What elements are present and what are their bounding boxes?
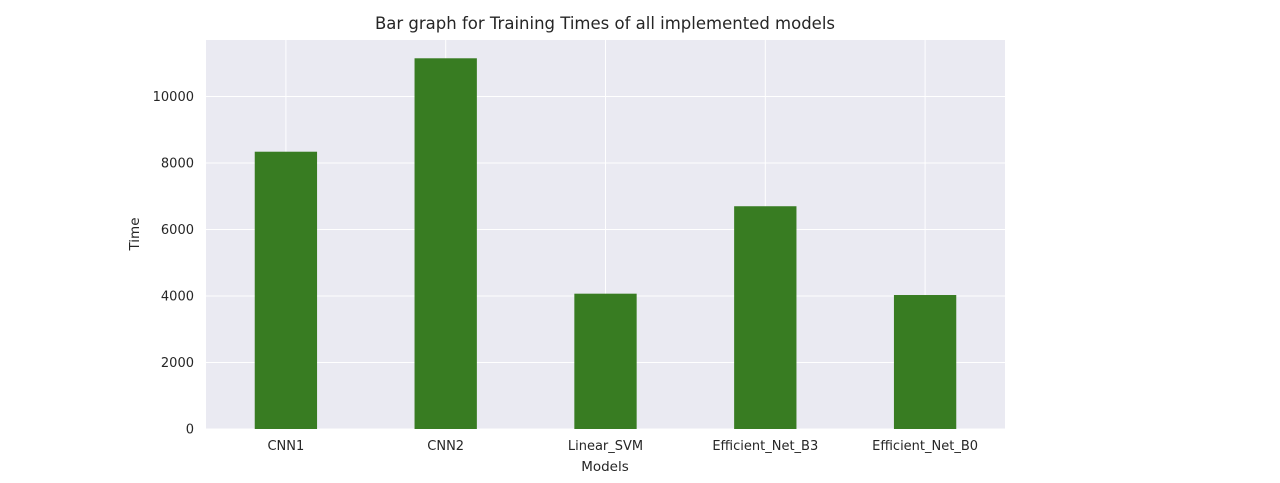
y-tick-label: 4000 [161,290,194,305]
bar-cnn2 [414,58,477,430]
x-tick-label: Linear_SVM [568,439,643,454]
x-axis-label: Models [581,459,629,475]
x-tick-label: Efficient_Net_B3 [712,439,818,454]
x-axis-ticks: CNN1 CNN2 Linear_SVM Efficient_Net_B3 Effici… [267,439,978,454]
bar-efficient-net-b3 [734,206,797,429]
x-tick-label: CNN1 [267,439,304,454]
y-axis-label: Time [127,217,143,251]
x-tick-label: CNN2 [427,439,464,454]
bar-efficient-net-b0 [893,295,957,429]
y-tick-label: 0 [186,423,194,438]
y-tick-label: 8000 [161,157,194,172]
y-tick-label: 6000 [161,223,194,238]
y-axis-ticks: 0 2000 4000 6000 8000 10000 [153,90,194,437]
chart-title: Bar graph for Training Times of all impl… [375,14,835,33]
y-tick-label: 10000 [153,90,194,105]
bar-linear-svm [574,293,637,429]
bars [254,58,957,430]
y-tick-label: 2000 [161,356,194,371]
x-tick-label: Efficient_Net_B0 [872,439,978,454]
bar-cnn1 [254,151,318,429]
